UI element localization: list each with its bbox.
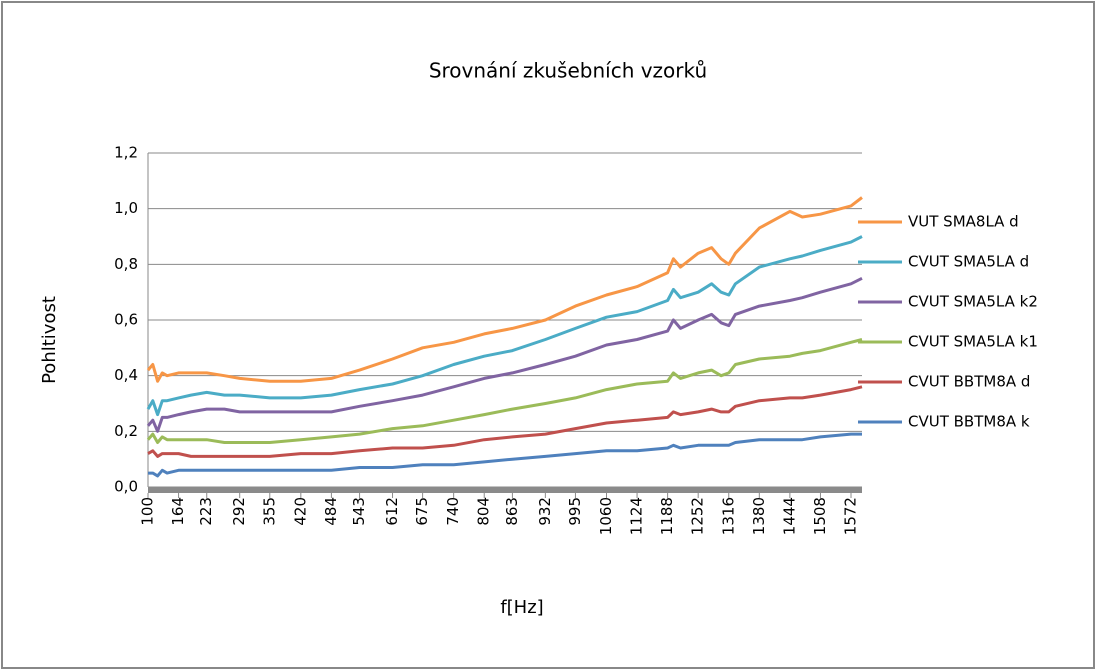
x-tick-label: 1380 [750,497,768,535]
y-tick-label: 0,0 [114,478,138,496]
x-tick-label: 164 [169,497,187,526]
x-tick-label: 1316 [719,497,737,535]
x-tick-label: 995 [566,497,584,526]
series-line [147,385,863,458]
y-tick-label: 0,4 [114,366,138,384]
x-tick-label: 1124 [628,497,646,535]
legend-label: CVUT BBTM8A d [908,373,1030,391]
x-tick-label: 484 [322,497,340,526]
x-axis-title: f[Hz] [500,597,543,618]
series-line [146,338,863,444]
x-tick-label: 804 [475,497,493,526]
legend-label: CVUT BBTM8A k [908,413,1030,431]
x-tick-label: 932 [536,497,554,526]
legend-label: CVUT SMA5LA k1 [908,333,1038,351]
legend-label: CVUT SMA5LA d [908,253,1029,271]
x-tick-label: 223 [197,497,215,526]
y-tick-label: 0,8 [114,255,138,273]
y-tick-label: 1,2 [114,144,138,162]
y-tick-label: 1,0 [114,199,138,217]
x-tick-label: 100 [139,497,157,526]
x-tick-label: 863 [503,497,521,526]
x-tick-label: 740 [444,497,462,526]
series-line [148,432,862,478]
x-tick-label: 1444 [780,497,798,535]
x-tick-label: 612 [383,497,401,526]
y-tick-label: 0,2 [114,422,138,440]
x-tick-label: 1188 [658,497,676,535]
x-tick-label: 420 [291,497,309,526]
x-tick-label: 1508 [811,497,829,535]
y-axis-title: Pohltivost [39,296,60,384]
series-line [146,235,863,417]
x-tick-label: 1572 [842,497,860,535]
series-line [146,196,863,383]
chart-title: Srovnání zkušebních vzorků [429,59,707,83]
legend-label: VUT SMA8LA d [908,213,1019,231]
x-tick-label: 543 [350,497,368,526]
x-tick-label: 675 [413,497,431,526]
legend-label: CVUT SMA5LA k2 [908,293,1038,311]
x-tick-label: 1060 [597,497,615,535]
x-tick-label: 355 [260,497,278,526]
x-tick-label: 1252 [689,497,707,535]
x-tick-label: 292 [230,497,248,526]
y-tick-label: 0,6 [114,311,138,329]
series-line [146,276,863,433]
